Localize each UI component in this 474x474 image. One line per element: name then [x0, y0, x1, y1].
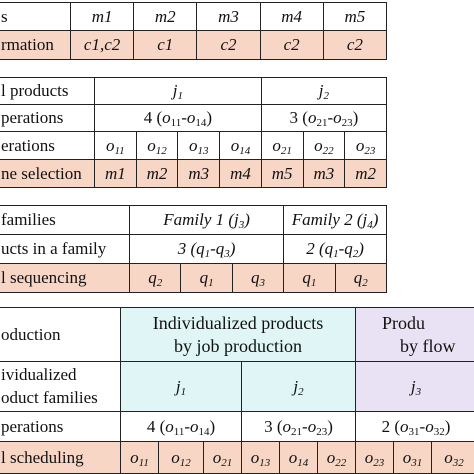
selected-machine-cell: m4 [219, 159, 262, 188]
schedule-cell: o12 [158, 441, 204, 474]
row-label-operations: perations [0, 411, 121, 442]
product-operations-table: l products j1 j2 perations 4 (o11-o14) 3… [0, 77, 388, 188]
production-scheduling-table: oduction Individualized products by job … [0, 307, 474, 474]
schedule-cell: o32 [431, 441, 474, 474]
schedule-cell: o14 [279, 441, 318, 474]
row-label-scheduling: l scheduling [0, 441, 121, 474]
row-label-products-in-family: ucts in a family [0, 234, 130, 264]
selected-machine-cell: m3 [177, 159, 221, 188]
product-j1: j1 [120, 361, 242, 412]
ops-count-j2: 3 (o21-o23) [241, 411, 356, 442]
capability-cell: c2 [259, 30, 324, 60]
family-sequencing-table: families Family 1 (j3) Family 2 (j4) uct… [0, 205, 388, 293]
row-label-individualized-families: ividualized oduct families [0, 361, 121, 412]
row-label-machine-selection: ne selection [0, 159, 95, 188]
ops-count-j1: 4 (o11-o14) [94, 104, 262, 132]
family-1-products: 3 (q1-q3) [128, 234, 285, 264]
machine-table: s m1 m2 m3 m4 m5 rmation c1,c2 c1 c2 c2 … [0, 2, 388, 60]
machine-cell: m5 [322, 2, 388, 31]
family-1: Family 1 (j3) [128, 205, 285, 235]
selected-machine-cell: m5 [260, 159, 304, 188]
operation-cell: o21 [260, 131, 304, 160]
schedule-cell: o11 [120, 441, 159, 474]
row-label-operations: erations [0, 131, 95, 160]
selected-machine-cell: m3 [302, 159, 346, 188]
row-label-products: l products [0, 77, 95, 105]
capability-cell: c1 [133, 30, 198, 60]
selected-machine-cell: m1 [94, 159, 137, 188]
schedule-cell: o31 [393, 441, 432, 474]
row-label-production: oduction [0, 307, 121, 362]
capability-cell: c2 [196, 30, 261, 60]
job-production-header: Individualized products by job productio… [120, 307, 356, 362]
flow-production-header: Produ by flow [355, 307, 474, 362]
operation-cell: o14 [219, 131, 262, 160]
operation-cell: o12 [135, 131, 179, 160]
machine-cell: m2 [133, 2, 198, 31]
schedule-cell: o21 [203, 441, 242, 474]
capability-cell: c1,c2 [69, 30, 135, 60]
schedule-cell: o13 [241, 441, 280, 474]
row-label-families: families [0, 205, 130, 235]
schedule-cell: o23 [355, 441, 394, 474]
operation-cell: o23 [344, 131, 387, 160]
selected-machine-cell: m2 [344, 159, 387, 188]
machine-cell: m1 [69, 2, 135, 31]
operation-cell: o22 [302, 131, 346, 160]
product-j2: j2 [260, 77, 388, 105]
sequence-cell: q1 [180, 263, 233, 293]
row-label-num-operations: perations [0, 104, 95, 132]
ops-count-j2: 3 (o21-o23) [260, 104, 388, 132]
schedule-cell: o22 [317, 441, 356, 474]
capability-cell: c2 [322, 30, 388, 60]
ops-count-j3: 2 (o31-o32) [355, 411, 474, 442]
product-j1: j1 [94, 77, 262, 105]
operation-cell: o13 [177, 131, 221, 160]
family-2-products: 2 (q1-q2) [283, 234, 387, 264]
row-label-information: rmation [0, 30, 71, 60]
sequence-cell: q3 [231, 263, 285, 293]
operation-cell: o11 [94, 131, 137, 160]
machine-cell: m3 [196, 2, 261, 31]
product-j2: j2 [241, 361, 356, 412]
machine-cell: m4 [259, 2, 324, 31]
family-2: Family 2 (j4) [283, 205, 387, 235]
sequence-cell: q2 [334, 263, 388, 293]
sequence-cell: q1 [283, 263, 336, 293]
sequence-cell: q2 [128, 263, 182, 293]
row-label-machines: s [0, 2, 71, 31]
row-label-sequencing: l sequencing [0, 263, 130, 293]
product-j3: j3 [355, 361, 474, 412]
ops-count-j1: 4 (o11-o14) [120, 411, 242, 442]
selected-machine-cell: m2 [135, 159, 179, 188]
